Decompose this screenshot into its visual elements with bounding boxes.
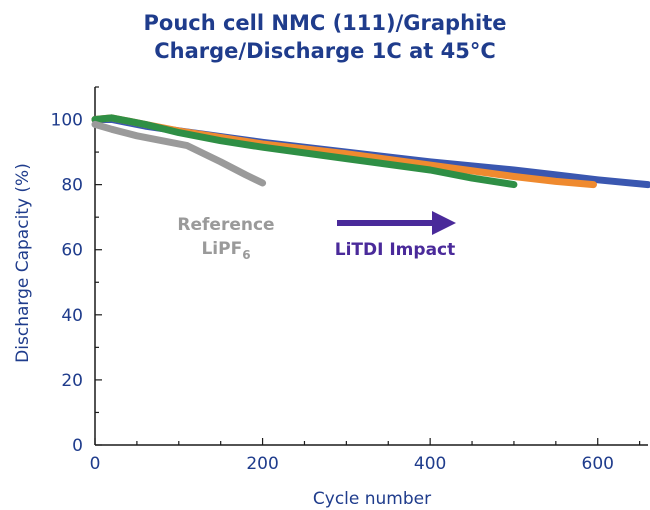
reference-annotation-text: LiPF [201,239,242,259]
x-tick-label: 400 [414,454,446,474]
litdi-annotation: LiTDI Impact [335,240,456,260]
reference-annotation-subscript: 6 [242,248,250,262]
x-tick-label: 600 [582,454,614,474]
reference-annotation-line-2: LiPF6 [201,239,250,262]
y-tick-label: 0 [72,436,83,456]
y-tick-label: 100 [51,111,83,131]
y-tick-label: 80 [61,176,83,196]
chart-title-line-2: Charge/Discharge 1C at 45°C [154,39,496,63]
litdi-arrow-head [432,211,456,235]
chart-title-line-1: Pouch cell NMC (111)/Graphite [143,11,507,35]
y-tick-label: 40 [61,306,83,326]
annotations: Reference LiPF6 LiTDI Impact [177,211,456,262]
y-axis-label: Discharge Capacity (%) [13,163,33,363]
axes: 0 20 40 60 80 100 0 200 400 600 [51,86,648,474]
y-tick-label: 20 [61,371,83,391]
reference-annotation-line-1: Reference [177,215,274,235]
series-layer [91,114,650,189]
series-line-3 [91,114,518,189]
x-tick-label: 200 [246,454,278,474]
y-tick-label: 60 [61,241,83,261]
x-tick-label: 0 [90,454,101,474]
series-line-4 [91,120,267,187]
x-axis-label: Cycle number [313,489,431,509]
